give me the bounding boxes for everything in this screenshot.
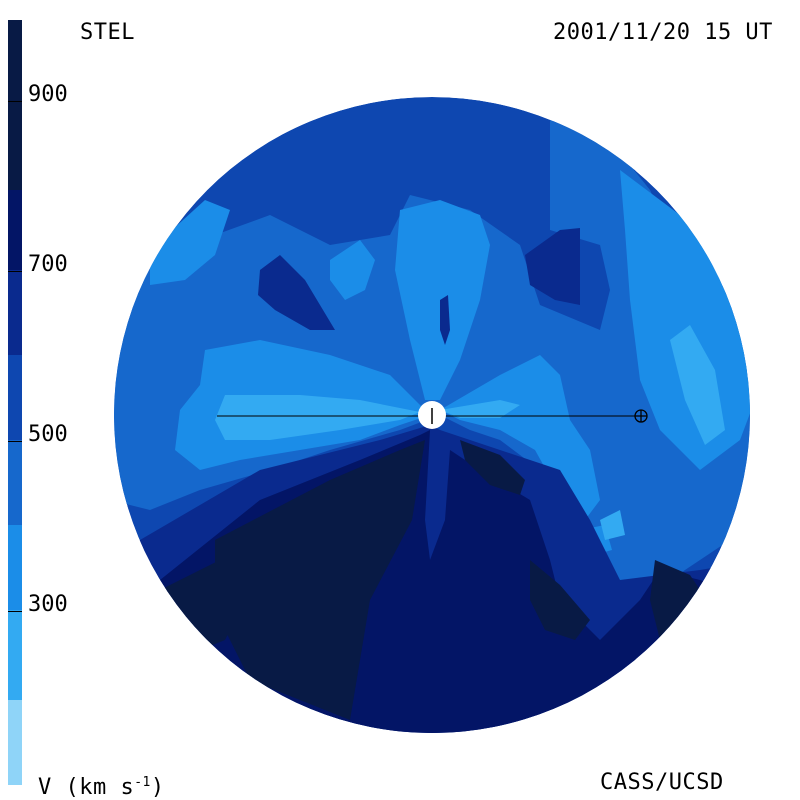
band-700 bbox=[525, 228, 580, 305]
units-exponent: -1 bbox=[134, 775, 151, 790]
colorbar-units-label: V (km s-1) bbox=[38, 772, 165, 799]
instrument-label: STEL bbox=[80, 20, 135, 45]
band-300 bbox=[440, 400, 520, 418]
units-close: ) bbox=[150, 775, 165, 800]
credit-label: CASS/UCSD bbox=[600, 770, 724, 795]
colorbar-segment-6 bbox=[8, 610, 22, 700]
band-400 bbox=[150, 200, 230, 285]
colorbar-segment-4 bbox=[8, 440, 22, 525]
colorbar-tick-300 bbox=[8, 611, 22, 612]
band-900 bbox=[460, 440, 525, 495]
timestamp-label: 2001/11/20 15 UT bbox=[553, 20, 773, 45]
units-text: V (km s bbox=[38, 775, 135, 800]
band-900 bbox=[650, 560, 720, 650]
colorbar-tick-500 bbox=[8, 441, 22, 442]
band-900 bbox=[530, 560, 590, 640]
velocity-colorbar bbox=[8, 20, 22, 785]
colorbar-label-500: 500 bbox=[28, 422, 68, 447]
colorbar-tick-900 bbox=[8, 101, 22, 102]
colorbar-label-700: 700 bbox=[28, 252, 68, 277]
colorbar-label-900: 900 bbox=[28, 82, 68, 107]
colorbar-segment-7 bbox=[8, 700, 22, 785]
band-400 bbox=[330, 240, 375, 300]
colorbar-segment-0 bbox=[8, 20, 22, 190]
band-300 bbox=[600, 510, 625, 540]
band-300 bbox=[670, 325, 725, 445]
band-400 bbox=[620, 170, 750, 470]
band-700 bbox=[440, 295, 450, 345]
band-700 bbox=[258, 255, 335, 330]
colorbar-label-300: 300 bbox=[28, 592, 68, 617]
band-900 bbox=[215, 440, 425, 720]
colorbar-tick-700 bbox=[8, 271, 22, 272]
colorbar-segment-1 bbox=[8, 190, 22, 270]
band-300 bbox=[215, 395, 420, 440]
colorbar-segment-5 bbox=[8, 525, 22, 610]
colorbar-segment-2 bbox=[8, 270, 22, 355]
colorbar-segment-3 bbox=[8, 355, 22, 440]
